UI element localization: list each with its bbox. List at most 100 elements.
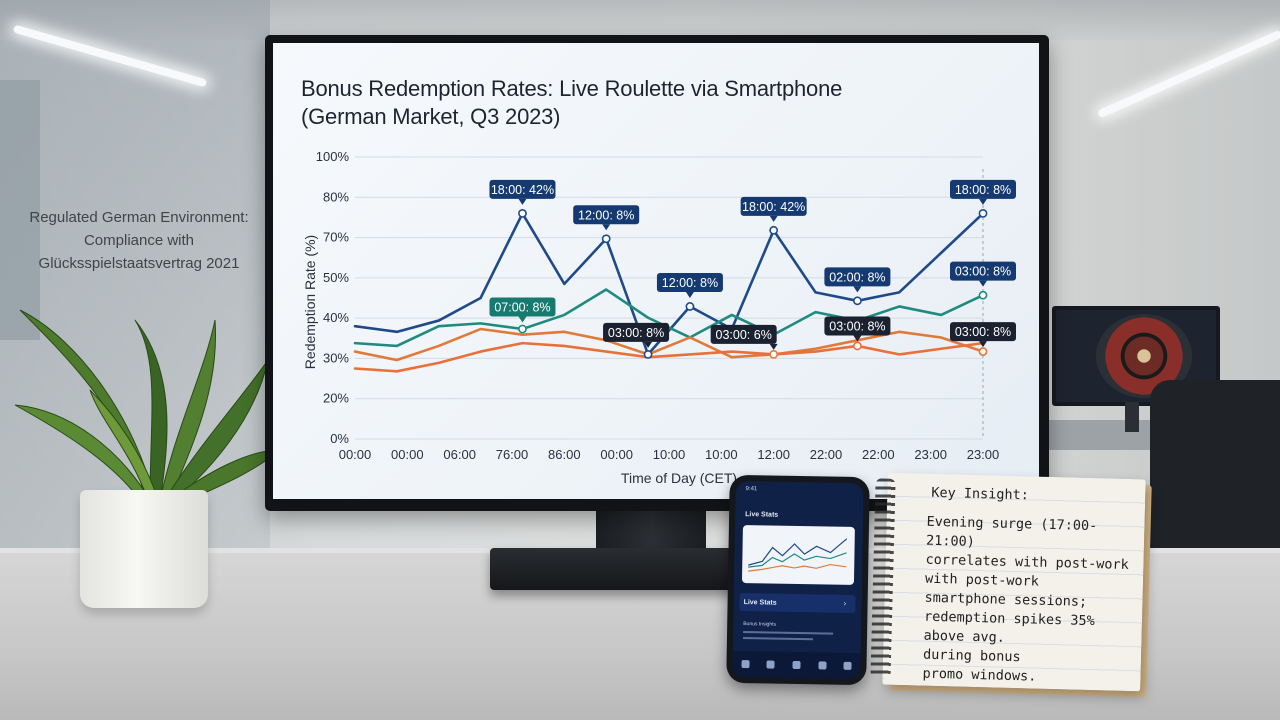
annotation-pointer bbox=[769, 215, 778, 222]
annotation-box bbox=[740, 196, 807, 216]
y-tick-label: 70% bbox=[323, 230, 349, 245]
profile-tab-icon[interactable] bbox=[843, 661, 852, 670]
glass-compliance-text: Regulated German Environment: Compliance… bbox=[18, 206, 260, 275]
series-line bbox=[353, 341, 985, 373]
phone-text-line bbox=[742, 637, 813, 641]
annotation-pointer bbox=[518, 198, 527, 205]
line-chart: 0% 20% 30% 40% 50% 70% 80% 100% 00:00 00:00 06:00 7… bbox=[302, 149, 1016, 486]
x-tick-label: 86:00 bbox=[548, 447, 581, 462]
series-line bbox=[353, 327, 985, 362]
window bbox=[0, 80, 40, 340]
annotation-box bbox=[950, 179, 1016, 199]
annotation-pointer bbox=[602, 224, 611, 231]
annotation-point bbox=[978, 208, 988, 218]
annotation-point bbox=[853, 341, 862, 351]
notebook: Key Insight: Evening surge (17:00-21:00)… bbox=[870, 472, 1146, 692]
annotation-label: 18:00: 8% bbox=[955, 183, 1011, 197]
note-line: Evening surge (17:00-21:00) bbox=[925, 513, 1098, 550]
x-tick-label: 23:00 bbox=[914, 447, 947, 462]
chart-title-line: Bonus Redemption Rates: Live Roulette vi… bbox=[301, 76, 843, 101]
annotation-point bbox=[518, 208, 527, 218]
phone-screen: 9:41 Live Stats Live Stats › Bonus Insig… bbox=[732, 480, 864, 680]
annotation-label: 18:00: 42% bbox=[491, 183, 554, 197]
x-tick-label: 76:00 bbox=[496, 447, 529, 462]
y-tick-label: 50% bbox=[323, 270, 349, 285]
annotation-label: 03:00: 8% bbox=[829, 319, 885, 333]
annotation-label: 18:00: 42% bbox=[742, 200, 805, 214]
x-tick-label: 10:00 bbox=[705, 447, 738, 462]
annotation-pointer bbox=[685, 291, 694, 298]
annotation-point bbox=[643, 349, 653, 359]
annotation-box bbox=[656, 272, 723, 292]
annotation-pointer bbox=[853, 335, 862, 342]
x-tick-label: 22:00 bbox=[810, 447, 843, 462]
x-tick-label: 00:00 bbox=[600, 447, 633, 462]
annotation-label: 03:00: 8% bbox=[955, 265, 1011, 279]
phone-section-label: Live Stats bbox=[743, 599, 777, 607]
phone-mini-chart bbox=[748, 538, 848, 572]
y-tick-label: 20% bbox=[323, 391, 349, 406]
x-tick-label: 10:00 bbox=[653, 447, 686, 462]
annotation-point bbox=[601, 234, 611, 244]
y-tick-label: 0% bbox=[330, 431, 349, 446]
x-tick-label: 00:00 bbox=[391, 447, 424, 462]
annotation-box bbox=[710, 324, 777, 344]
background-monitor-stand bbox=[1125, 402, 1139, 432]
annotation-box bbox=[824, 316, 891, 336]
phone-status-time: 9:41 bbox=[745, 486, 758, 493]
annotation-label: 03:00: 8% bbox=[955, 325, 1011, 339]
phone-text-line bbox=[743, 631, 834, 635]
annotation-box bbox=[489, 297, 556, 317]
annotation-box bbox=[603, 322, 670, 342]
y-tick-label: 30% bbox=[323, 350, 349, 365]
phone-chart-card bbox=[741, 525, 855, 585]
annotation-pointer bbox=[979, 341, 987, 348]
handwritten-note: Key Insight: Evening surge (17:00-21:00)… bbox=[922, 484, 1141, 690]
home-tab-icon[interactable] bbox=[741, 660, 750, 669]
notebook-spiral bbox=[870, 478, 896, 679]
office-chair bbox=[1150, 380, 1280, 570]
main-monitor: Bonus Redemption Rates: Live Roulette vi… bbox=[265, 35, 1049, 511]
glass-text-line: Compliance with bbox=[83, 232, 195, 249]
monitor-screen: Bonus Redemption Rates: Live Roulette vi… bbox=[273, 43, 1039, 499]
annotation-pointer bbox=[853, 286, 862, 293]
annotation-label: 03:00: 6% bbox=[716, 328, 772, 342]
annotation-box bbox=[489, 179, 556, 199]
annotation-point bbox=[518, 324, 527, 334]
annotation-point bbox=[978, 347, 988, 356]
annotation-point bbox=[769, 349, 779, 359]
chevron-right-icon: › bbox=[843, 598, 847, 608]
x-tick-label: 00:00 bbox=[339, 447, 372, 462]
chart-title: Bonus Redemption Rates: Live Roulette vi… bbox=[301, 75, 1001, 131]
annotation-pointer bbox=[979, 280, 987, 287]
annotation-point bbox=[685, 302, 695, 311]
annotation-pointer bbox=[769, 343, 778, 350]
annotation-pointer bbox=[979, 198, 987, 205]
x-tick-label: 22:00 bbox=[862, 447, 895, 462]
x-tick-label: 23:00 bbox=[967, 447, 1000, 462]
games-tab-icon[interactable] bbox=[792, 660, 801, 670]
bonus-tab-icon[interactable] bbox=[818, 661, 827, 670]
annotation-label: 02:00: 8% bbox=[829, 270, 885, 284]
x-axis-label: Time of Day (CET) bbox=[621, 470, 737, 486]
phone-tab-bar bbox=[732, 650, 861, 680]
annotation-box bbox=[950, 261, 1016, 281]
phone-subtitle: Bonus Insights bbox=[743, 621, 777, 628]
annotation-point bbox=[853, 296, 862, 306]
annotation-point bbox=[769, 225, 779, 235]
y-tick-label: 40% bbox=[323, 310, 349, 325]
annotation-box bbox=[950, 322, 1016, 342]
plant-pot bbox=[80, 490, 208, 608]
annotation-label: 03:00: 8% bbox=[608, 326, 664, 340]
x-tick-label: 12:00 bbox=[757, 447, 790, 462]
stats-tab-icon[interactable] bbox=[766, 660, 775, 669]
annotation-label: 12:00: 8% bbox=[578, 208, 634, 222]
chart-title-line: (German Market, Q3 2023) bbox=[301, 104, 561, 129]
y-axis-label: Redemptioп Rate (%) bbox=[302, 235, 318, 369]
annotation-pointer bbox=[518, 316, 527, 323]
note-title: Key Insight: bbox=[931, 484, 1030, 504]
annotation-box bbox=[824, 267, 891, 287]
background-roulette-monitor bbox=[1052, 306, 1220, 406]
annotation-pointer bbox=[644, 341, 653, 348]
annotation-box bbox=[573, 205, 640, 225]
